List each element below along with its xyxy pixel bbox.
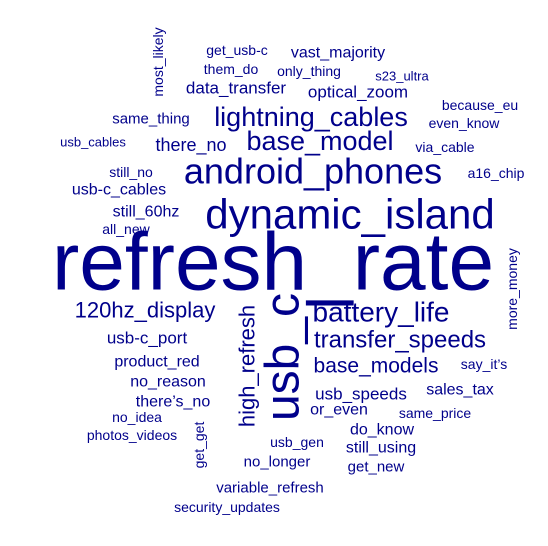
word-same-price: same_price — [399, 405, 472, 421]
word-dynamic-island: dynamic_island — [205, 191, 495, 238]
word-say-it-s: say_it’s — [461, 356, 507, 372]
word-usb-speeds: usb_speeds — [315, 385, 407, 404]
word-same-thing: same_thing — [112, 111, 190, 128]
word-via-cable: via_cable — [415, 139, 474, 155]
word-battery-life: battery_life — [313, 297, 450, 328]
word-product-red: product_red — [114, 354, 199, 371]
word-no-reason: no_reason — [130, 374, 206, 391]
word-there-s-no: there’s_no — [136, 394, 211, 411]
word-base-models: base_models — [314, 355, 439, 378]
word-still-using: still_using — [346, 440, 416, 457]
word-most-likely: most_likely — [150, 27, 166, 96]
word-get-usb-c: get_usb-c — [206, 42, 267, 58]
word-data-transfer: data_transfer — [186, 79, 287, 98]
word-vast-majority: vast_majority — [291, 45, 385, 62]
word-get-get: get_get — [191, 422, 207, 469]
word-refresh-rate: refresh_rate — [52, 217, 494, 308]
word-usb-c: usb_c — [257, 293, 310, 421]
word-usb-c-cables: usb-c_cables — [72, 182, 166, 199]
word-even-know: even_know — [429, 115, 501, 131]
word-usb-cables: usb_cables — [60, 135, 126, 150]
word-security-updates: security_updates — [174, 499, 280, 515]
word-or-even: or_even — [310, 402, 368, 419]
word-usb-gen: usb_gen — [270, 434, 324, 450]
word-high-refresh: high_refresh — [235, 305, 260, 427]
word-android-phones: android_phones — [184, 151, 442, 192]
word-them-do: them_do — [204, 61, 259, 77]
word-s23-ultra: s23_ultra — [375, 69, 429, 84]
word-more-money: more_money — [504, 248, 520, 330]
word-usb-c-port: usb-c_port — [107, 329, 188, 348]
word-do-know: do_know — [350, 422, 414, 439]
word-because-eu: because_eu — [442, 97, 518, 113]
word-still-60hz: still_60hz — [113, 204, 180, 221]
word-get-new: get_new — [348, 459, 405, 476]
word-only-thing: only_thing — [277, 63, 341, 79]
word-transfer-speeds: transfer_speeds — [314, 327, 486, 354]
word-120hz-display: 120hz_display — [75, 298, 216, 323]
word-sales-tax: sales_tax — [426, 382, 494, 399]
word-lightning-cables: lightning_cables — [214, 102, 408, 132]
word-no-idea: no_idea — [112, 409, 162, 425]
word-no-longer: no_longer — [244, 454, 311, 471]
word-optical-zoom: optical_zoom — [308, 83, 408, 102]
word-photos-videos: photos_videos — [87, 427, 177, 443]
word-base-model: base_model — [246, 126, 393, 156]
word-a16-chip: a16_chip — [468, 165, 525, 181]
word-there-no: there_no — [155, 135, 226, 156]
word-variable-refresh: variable_refresh — [216, 480, 324, 497]
word-all-new: all_new — [102, 221, 150, 237]
word-still-no: still_no — [109, 164, 153, 180]
